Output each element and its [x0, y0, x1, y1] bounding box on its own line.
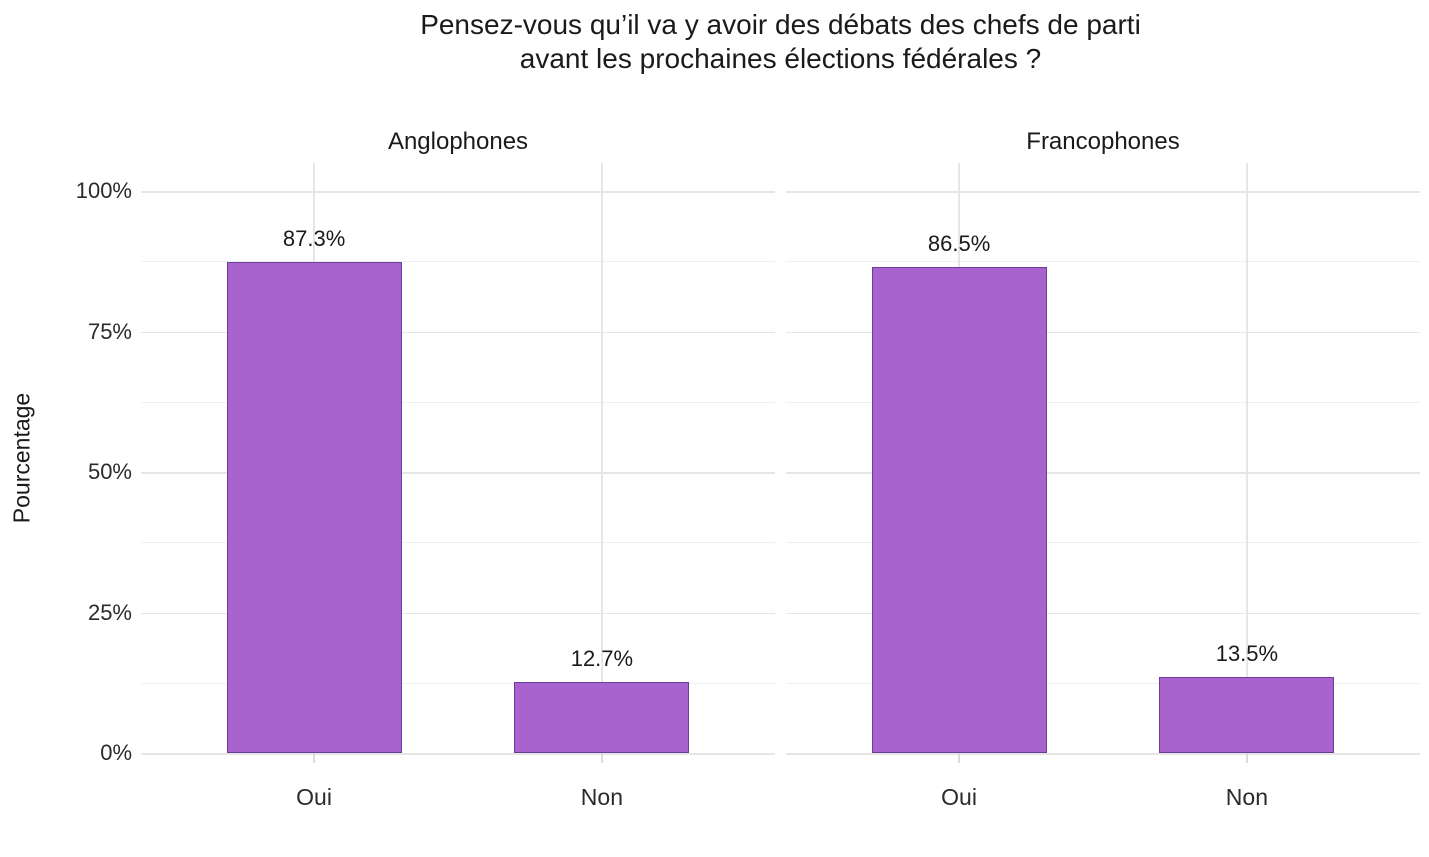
bar-value-label: 13.5%: [1215, 641, 1279, 667]
bar: [226, 262, 402, 753]
facet-strip-label: Anglophones: [387, 128, 529, 155]
category-gridline: [1246, 163, 1248, 753]
facet-strip-label: Francophones: [1026, 128, 1180, 155]
facet-panel: Francophones 86.5% Oui 13.5% Non: [786, 128, 1420, 810]
gridline-minor: [141, 682, 775, 684]
gridline-minor: [141, 401, 775, 403]
y-axis-title: Pourcentage: [8, 392, 35, 524]
bar-value-label: 87.3%: [282, 226, 346, 252]
gridline-major: [786, 331, 1420, 333]
y-tick-label: 0%: [100, 740, 132, 765]
gridline-minor: [786, 682, 1420, 684]
y-tick-label: 25%: [87, 599, 132, 625]
x-axis-tick: [958, 753, 960, 763]
gridline-major: [786, 612, 1420, 614]
gridline-major: [141, 331, 775, 333]
x-axis-tick: [601, 753, 603, 763]
x-tick-label: Oui: [296, 784, 332, 810]
gridline-minor: [786, 401, 1420, 403]
x-axis-tick: [1246, 753, 1248, 763]
chart-title: Pensez-vous qu’il va y avoir des débats …: [420, 9, 1141, 74]
gridline-minor: [141, 542, 775, 544]
gridline-major: [141, 472, 775, 474]
gridline-major: [141, 612, 775, 614]
x-tick-label: Non: [1225, 784, 1268, 810]
x-tick-label: Non: [580, 784, 623, 810]
bar-value-label: 86.5%: [927, 230, 991, 256]
y-tick-label: 75%: [87, 318, 132, 344]
y-tick-label: 100%: [75, 178, 132, 203]
gridline-minor: [141, 261, 775, 263]
y-tick-label: 50%: [87, 459, 132, 484]
category-gridline: [601, 163, 603, 753]
gridline-major: [786, 472, 1420, 474]
facet-panel: Anglophones 87.3% Oui 12.7% Non: [141, 128, 775, 810]
gridline-major: [141, 753, 775, 755]
x-tick-label: Oui: [941, 784, 977, 810]
bar: [1159, 677, 1335, 753]
x-axis-tick: [313, 753, 315, 763]
bar-value-label: 12.7%: [570, 645, 634, 671]
gridline-minor: [786, 542, 1420, 544]
gridline-major: [141, 191, 775, 193]
gridline-minor: [786, 261, 1420, 263]
bar: [871, 266, 1047, 753]
gridline-major: [786, 191, 1420, 193]
gridline-major: [786, 753, 1420, 755]
bar: [514, 681, 690, 753]
